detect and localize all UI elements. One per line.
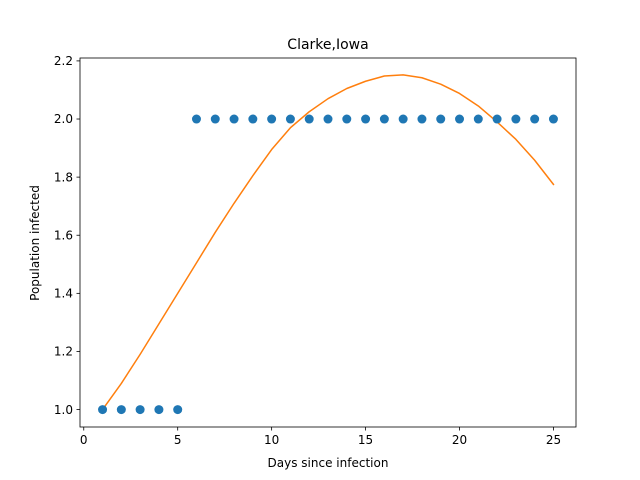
data-point (154, 405, 164, 415)
x-tick-label: 20 (452, 433, 467, 447)
data-point (361, 114, 371, 124)
y-tick-label: 1.2 (54, 345, 73, 359)
y-tick-label: 1.8 (54, 170, 73, 184)
y-tick-label: 1.0 (54, 403, 73, 417)
axes: 0 5 10 15 20 25 1.0 1.2 1.4 1.6 1.8 2.0 2.2 (54, 54, 577, 447)
data-point (210, 114, 220, 124)
data-point (530, 114, 540, 124)
y-tick-label: 2.0 (54, 112, 73, 126)
y-axis-label: Population infected (28, 185, 42, 301)
data-point (398, 114, 408, 124)
data-point (455, 114, 465, 124)
data-point (229, 114, 239, 124)
y-tick-label: 1.4 (54, 287, 73, 301)
data-point (116, 405, 126, 415)
data-point (191, 114, 201, 124)
data-point (548, 114, 558, 124)
data-point (417, 114, 427, 124)
data-point (304, 114, 314, 124)
plot-area (98, 74, 558, 415)
y-tick-label: 2.2 (54, 54, 73, 68)
data-point (492, 114, 502, 124)
x-tick-label: 5 (174, 433, 182, 447)
data-point (173, 405, 183, 415)
data-point (267, 114, 277, 124)
x-tick-label: 10 (264, 433, 279, 447)
axes-frame (79, 57, 577, 428)
fit-curve-line (101, 74, 555, 411)
chart-title: Clarke,Iowa (287, 37, 368, 53)
data-point (473, 114, 483, 124)
data-point (436, 114, 446, 124)
x-tick-label: 15 (358, 433, 373, 447)
data-point (511, 114, 521, 124)
data-point (379, 114, 389, 124)
x-axis-label: Days since infection (268, 456, 389, 470)
x-tick-label: 0 (80, 433, 88, 447)
data-point (98, 405, 108, 415)
x-tick-label: 25 (546, 433, 561, 447)
y-tick-label: 1.6 (54, 228, 73, 242)
data-point (135, 405, 145, 415)
data-point (248, 114, 258, 124)
data-point (342, 114, 352, 124)
data-point (323, 114, 333, 124)
data-point (285, 114, 295, 124)
